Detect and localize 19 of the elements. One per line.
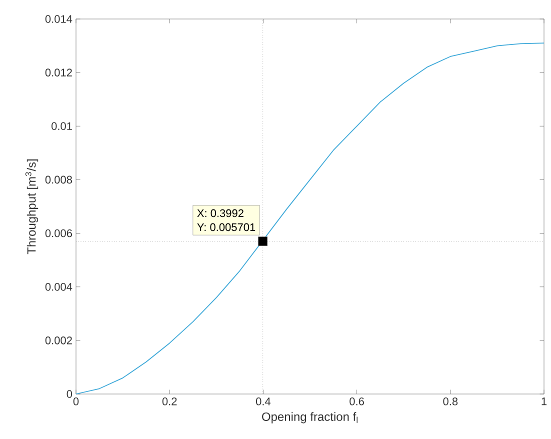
- y-axis-title: Throughput [m$^{3}$/s]: [25, 159, 38, 254]
- y-tick-label: 0.012: [45, 68, 72, 76]
- annotation: X: 0.3992: [197, 209, 244, 218]
- y-tick-label: 0.01: [52, 122, 72, 130]
- x-tick-label: 0.4: [256, 398, 271, 406]
- x-tick-label: 0.8: [443, 398, 458, 406]
- y-tick-label: 0.008: [45, 176, 72, 184]
- line-series: [76, 42, 544, 394]
- x-tick-label: 1: [542, 398, 547, 406]
- x-tick-label: 0.6: [350, 398, 364, 406]
- y-tick-label: 0.002: [45, 336, 72, 344]
- x-axis-title: Opening fraction f$_{l}$: [262, 412, 358, 424]
- x-tick-label: 0: [73, 398, 79, 406]
- annotation: Y: 0.005701: [197, 223, 256, 232]
- y-tick-label: 0: [66, 390, 72, 398]
- x-tick-label: 0.2: [162, 398, 177, 406]
- y-tick-label: 0.006: [45, 229, 72, 238]
- y-tick-label: 0.004: [45, 282, 72, 291]
- y-tick-label: 0.014: [45, 15, 72, 23]
